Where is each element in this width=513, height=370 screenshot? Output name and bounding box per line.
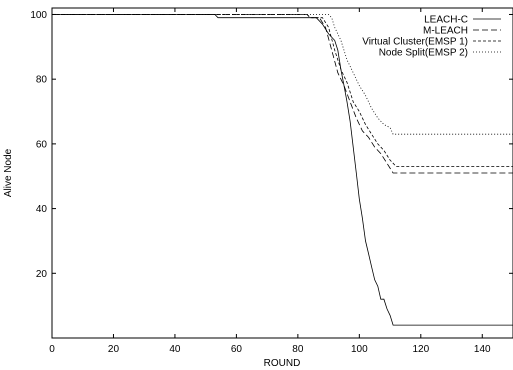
- y-tick-label: 80: [36, 75, 48, 86]
- y-tick-label: 60: [36, 139, 48, 150]
- legend-label: Node Split(EMSP 2): [379, 48, 468, 59]
- legend-label: LEACH-C: [424, 15, 468, 26]
- legend-label: M-LEACH: [423, 26, 468, 37]
- x-tick-label: 120: [412, 344, 429, 355]
- series-line-4: [52, 14, 513, 135]
- y-tick-label: 20: [36, 269, 48, 280]
- y-axis-title: Alive Node: [3, 148, 14, 197]
- series-lines: [52, 14, 513, 326]
- x-tick-label: 0: [49, 344, 55, 355]
- series-line-1: [52, 14, 513, 326]
- series-line-3: [52, 14, 513, 167]
- y-tick-label: 40: [36, 204, 48, 215]
- x-tick-label: 20: [108, 344, 120, 355]
- x-tick-label: 40: [169, 344, 181, 355]
- x-axis-title: ROUND: [264, 358, 301, 369]
- x-tick-label: 60: [231, 344, 243, 355]
- axis-ticks: 0 20 40 60 80 100 120 140 20 40 60 80 100: [30, 8, 513, 355]
- legend-label: Virtual Cluster(EMSP 1): [362, 37, 468, 48]
- plot-frame: [51, 7, 513, 339]
- x-tick-label: 140: [474, 344, 491, 355]
- y-tick-label: 100: [30, 10, 47, 21]
- x-tick-label: 100: [351, 344, 368, 355]
- x-tick-label: 80: [292, 344, 304, 355]
